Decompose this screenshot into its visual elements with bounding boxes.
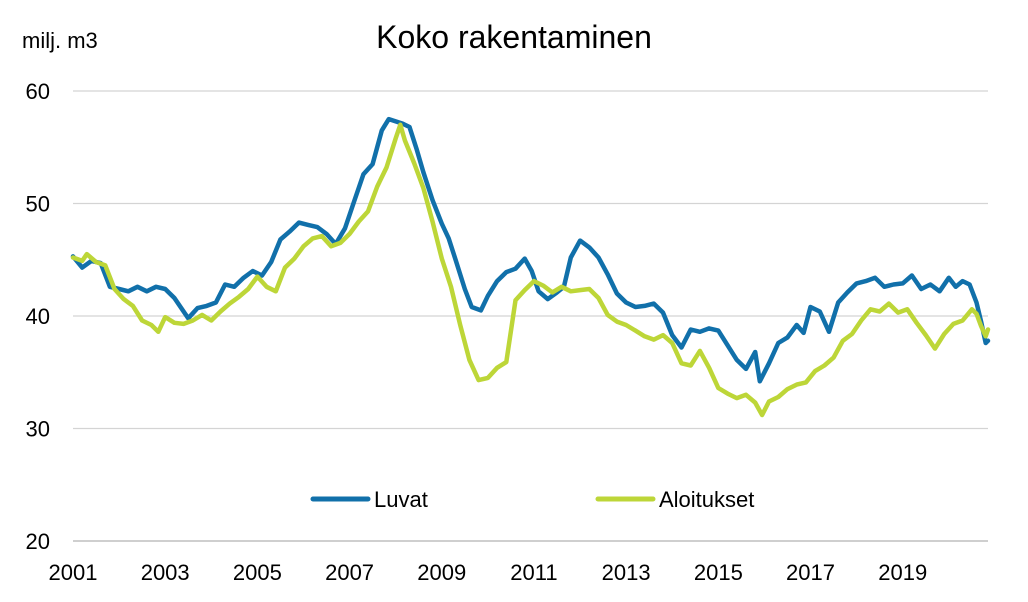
x-tick-label: 2013 bbox=[602, 560, 651, 585]
chart-title: Koko rakentaminen bbox=[376, 19, 652, 55]
x-tick-label: 2001 bbox=[49, 560, 98, 585]
y-tick-label: 30 bbox=[26, 417, 50, 442]
x-tick-label: 2019 bbox=[878, 560, 927, 585]
y-tick-label: 20 bbox=[26, 529, 50, 554]
x-tick-label: 2009 bbox=[417, 560, 466, 585]
y-unit-label: milj. m3 bbox=[22, 28, 98, 53]
x-axis-ticks: 2001 2003 2005 2007 2009 2011 2013 2015 2017 2019 bbox=[49, 560, 928, 585]
y-tick-label: 60 bbox=[26, 79, 50, 104]
x-tick-label: 2005 bbox=[233, 560, 282, 585]
y-axis-ticks: 20 30 40 50 60 bbox=[26, 79, 50, 554]
y-tick-label: 50 bbox=[26, 192, 50, 217]
x-tick-label: 2017 bbox=[786, 560, 835, 585]
x-tick-label: 2007 bbox=[325, 560, 374, 585]
series-line-luvat bbox=[70, 116, 991, 384]
x-tick-label: 2011 bbox=[510, 560, 557, 585]
legend-label: Luvat bbox=[374, 487, 428, 512]
gridlines bbox=[73, 90, 988, 542]
x-tick-label: 2015 bbox=[694, 560, 743, 585]
legend-label: Aloitukset bbox=[659, 487, 754, 512]
x-tick-label: 2003 bbox=[141, 560, 190, 585]
series-lines bbox=[70, 116, 991, 418]
y-tick-label: 40 bbox=[26, 304, 50, 329]
series-line-aloitukset bbox=[70, 122, 991, 418]
legend: Luvat Aloitukset bbox=[310, 487, 754, 512]
